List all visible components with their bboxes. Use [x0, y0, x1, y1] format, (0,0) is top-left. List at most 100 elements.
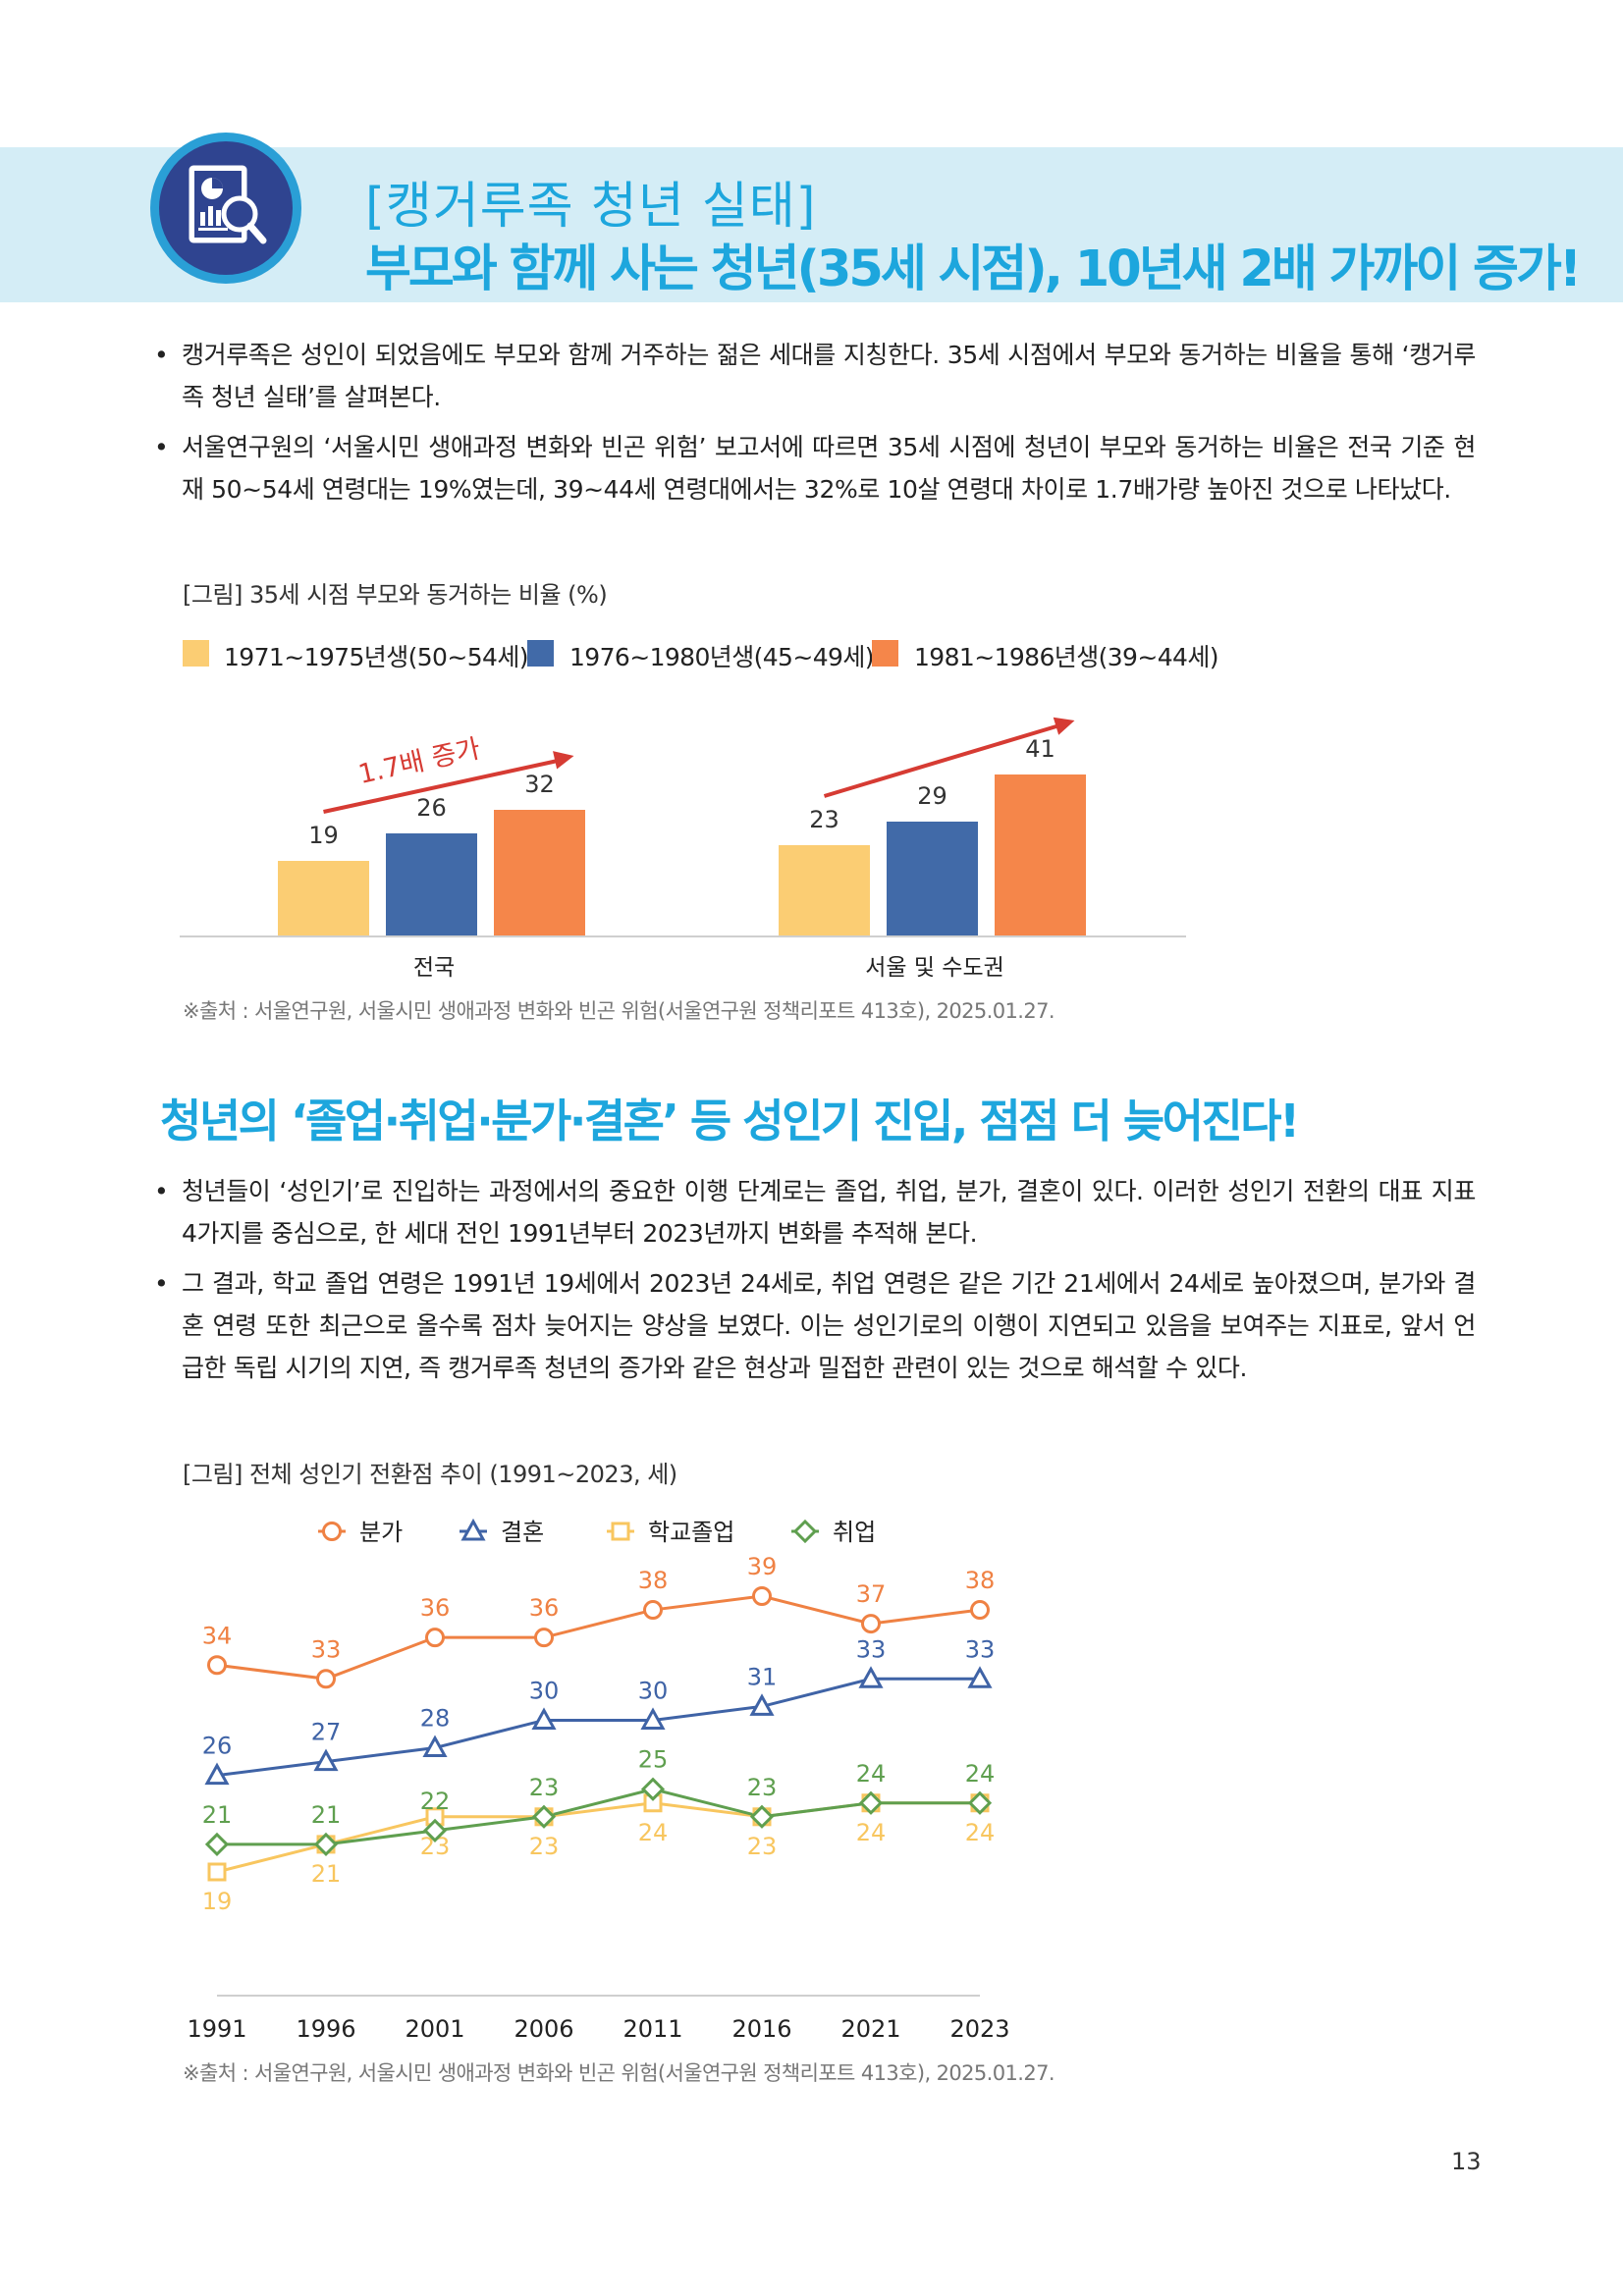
data-label: 19: [202, 1888, 233, 1915]
data-point: [970, 1600, 990, 1621]
bar: [386, 833, 477, 935]
data-label: 27: [311, 1719, 342, 1746]
x-tick-label: 2023: [949, 2015, 1009, 2043]
data-point: [531, 1804, 557, 1829]
data-label: 23: [809, 806, 839, 833]
data-label: 33: [965, 1635, 996, 1663]
data-label: 28: [420, 1705, 451, 1733]
data-label: 23: [529, 1774, 560, 1801]
data-point: [425, 1628, 445, 1648]
data-point: [749, 1804, 775, 1829]
figure-caption: [그림] 전체 성인기 전환점 추이 (1991~2023, 세): [183, 1461, 677, 1488]
data-label: 29: [917, 782, 947, 810]
figure-caption: [그림] 35세 시점 부모와 동거하는 비율 (%): [183, 581, 608, 609]
data-label: 26: [202, 1733, 233, 1760]
data-point: [640, 1707, 666, 1730]
data-label: 21: [202, 1801, 233, 1829]
data-point: [313, 1832, 339, 1857]
section2-title: 청년의 ‘졸업·취업·분가·결혼’ 등 성인기 진입, 점점 더 늦어진다!: [160, 1095, 1300, 1148]
data-point: [207, 1655, 227, 1676]
bar: [278, 861, 369, 935]
data-label: 39: [747, 1553, 778, 1580]
data-point: [643, 1600, 663, 1621]
legend-label: 취업: [833, 1519, 876, 1546]
legend-swatch: [527, 640, 554, 667]
series-line: [217, 1788, 980, 1846]
x-tick-label: 2006: [514, 2015, 573, 2043]
series-line: [216, 1594, 981, 1681]
legend-label: 1976~1980년생(45~49세): [569, 643, 874, 671]
section2-bullets: 청년들이 ‘성인기’로 진입하는 과정에서의 중요한 이행 단계로는 졸업, 취…: [150, 1170, 1476, 1397]
bullet-item: 캥거루족은 성인이 되었음에도 부모와 함께 거주하는 젊은 세대를 지칭한다.…: [150, 334, 1476, 418]
data-label: 41: [1025, 735, 1055, 763]
bar: [887, 822, 978, 935]
data-label: 34: [202, 1622, 233, 1649]
series-line: [216, 1677, 980, 1778]
trend-arrow: [323, 758, 563, 814]
data-label: 19: [308, 822, 339, 849]
legend-swatch: [872, 640, 898, 667]
data-label: 23: [747, 1774, 778, 1801]
header-category: [캥거루족 청년 실태]: [365, 178, 817, 236]
data-label: 30: [529, 1677, 560, 1704]
data-point: [313, 1748, 339, 1772]
data-point: [752, 1586, 772, 1606]
x-tick-label: 2021: [840, 2015, 900, 2043]
data-label: 23: [747, 1833, 778, 1860]
category-label: 서울 및 수도권: [865, 955, 1004, 981]
x-tick-label: 1991: [187, 2015, 246, 2043]
legend-label: 학교졸업: [648, 1519, 734, 1546]
data-point: [534, 1628, 554, 1648]
source-note: ※출처 : 서울연구원, 서울시민 생애과정 변화와 빈곤 위험(서울연구원 정…: [183, 999, 1055, 1023]
data-point: [749, 1693, 775, 1716]
data-point: [967, 1666, 993, 1688]
data-point: [861, 1614, 881, 1634]
header-title: 부모와 함께 사는 청년(35세 시점), 10년새 2배 가까이 증가!: [365, 240, 1582, 298]
x-tick-label: 1996: [296, 2015, 355, 2043]
data-label: 33: [311, 1635, 342, 1663]
trend-arrow: [823, 722, 1064, 798]
data-label: 26: [416, 794, 447, 822]
data-label: 32: [524, 771, 555, 798]
legend-label: 분가: [359, 1519, 403, 1546]
bullet-item: 청년들이 ‘성인기’로 진입하는 과정에서의 중요한 이행 단계로는 졸업, 취…: [150, 1170, 1476, 1255]
bullet-item: 그 결과, 학교 졸업 연령은 1991년 19세에서 2023년 24세로, …: [150, 1262, 1476, 1389]
data-label: 37: [856, 1580, 887, 1608]
trend-arrowhead: [1053, 717, 1075, 735]
data-label: 24: [856, 1819, 887, 1846]
data-label: 38: [638, 1567, 669, 1594]
data-label: 30: [638, 1677, 669, 1704]
data-label: 25: [638, 1746, 669, 1774]
data-label: 24: [638, 1819, 669, 1846]
page-number: 13: [1451, 2148, 1482, 2175]
data-label: 24: [965, 1760, 996, 1788]
section1-bullets: 캥거루족은 성인이 되었음에도 부모와 함께 거주하는 젊은 세대를 지칭한다.…: [150, 334, 1476, 518]
data-label: 22: [420, 1788, 451, 1815]
legend-marker: [460, 1518, 486, 1541]
data-point: [422, 1735, 448, 1758]
bar: [995, 774, 1086, 935]
header-badge: [150, 133, 301, 284]
legend-swatch: [183, 640, 209, 667]
source-note: ※출처 : 서울연구원, 서울시민 생애과정 변화와 빈곤 위험(서울연구원 정…: [183, 2061, 1055, 2085]
legend-label: 결혼: [501, 1519, 544, 1546]
trend-arrowhead: [553, 751, 574, 770]
bar: [494, 810, 585, 935]
data-label: 24: [965, 1819, 996, 1846]
data-label: 31: [747, 1663, 778, 1690]
report-magnifier-icon: [159, 141, 293, 275]
data-label: 33: [856, 1635, 887, 1663]
x-tick-label: 2016: [731, 2015, 791, 2043]
data-point: [204, 1832, 230, 1857]
legend-marker: [611, 1522, 630, 1541]
data-label: 36: [420, 1594, 451, 1622]
category-label: 전국: [413, 955, 455, 981]
x-tick-label: 2011: [622, 2015, 682, 2043]
legend-label: 1981~1986년생(39~44세): [914, 643, 1218, 671]
data-point: [207, 1862, 227, 1882]
data-point: [531, 1707, 557, 1730]
legend-label: 1971~1975년생(50~54세): [224, 643, 528, 671]
legend-marker: [322, 1522, 342, 1541]
data-label: 21: [311, 1860, 342, 1888]
